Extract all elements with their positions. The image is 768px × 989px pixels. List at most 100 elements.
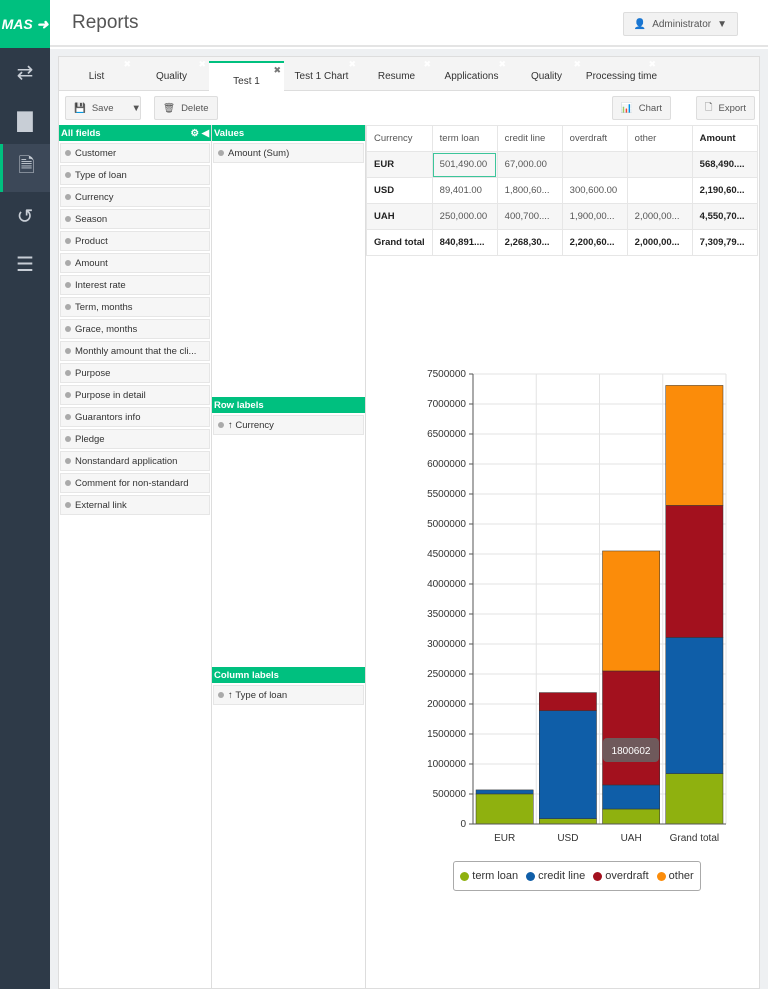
tab-2[interactable]: Test 1 ✖: [209, 61, 284, 93]
field-item[interactable]: Currency: [60, 187, 210, 207]
briefcase-icon[interactable]: ▇: [17, 109, 33, 132]
table-cell[interactable]: 400,700....: [496, 203, 563, 230]
column-header[interactable]: term loan: [431, 125, 498, 152]
legend-item[interactable]: other: [656, 870, 694, 882]
bar-credit-line[interactable]: [602, 784, 660, 810]
field-item[interactable]: Customer: [60, 143, 210, 163]
close-tab-icon[interactable]: ✖: [498, 59, 506, 69]
field-item[interactable]: Product: [60, 231, 210, 251]
close-tab-icon[interactable]: ✖: [348, 59, 356, 69]
legend-item[interactable]: credit line: [526, 870, 585, 882]
field-item[interactable]: Monthly amount that the cli...: [60, 341, 210, 361]
field-item[interactable]: Purpose: [60, 363, 210, 383]
export-button[interactable]: 🗋 Export: [695, 96, 755, 120]
close-tab-icon[interactable]: ✖: [123, 59, 131, 69]
field-item[interactable]: Purpose in detail: [60, 385, 210, 405]
tab-1[interactable]: Quality ✖: [155, 59, 206, 82]
table-cell[interactable]: 89,401.00: [431, 177, 498, 204]
save-dropdown-caret-icon[interactable]: ▼: [131, 102, 141, 114]
history-icon[interactable]: ↺: [16, 205, 34, 228]
delete-button[interactable]: 🗑 Delete: [154, 96, 218, 120]
value-field[interactable]: Amount (Sum): [213, 143, 364, 163]
field-item[interactable]: Type of loan: [60, 165, 210, 185]
bar-term-loan[interactable]: [475, 793, 534, 825]
column-header[interactable]: credit line: [496, 125, 563, 152]
table-cell[interactable]: 2,000,00...: [626, 203, 693, 230]
table-cell[interactable]: 1,900,00...: [561, 203, 628, 230]
sort-icon[interactable]: ↑: [228, 419, 236, 431]
table-cell[interactable]: 250,000.00: [431, 203, 498, 230]
field-item[interactable]: Interest rate: [60, 275, 210, 295]
table-cell[interactable]: [626, 151, 693, 178]
table-cell[interactable]: [561, 151, 628, 178]
column-header[interactable]: other: [626, 125, 693, 152]
bar-other[interactable]: [665, 385, 724, 506]
bar-term-loan[interactable]: [665, 773, 724, 825]
tooltip-text: 1800602: [612, 746, 651, 757]
tab-7[interactable]: Processing time ✖: [585, 59, 658, 82]
table-cell[interactable]: 67,000.00: [496, 151, 563, 178]
drag-dot-icon: [65, 194, 71, 200]
drag-dot-icon: [65, 172, 71, 178]
close-tab-icon[interactable]: ✖: [273, 65, 281, 75]
table-cell[interactable]: 568,490....: [691, 151, 758, 178]
table-cell[interactable]: 501,490.00: [431, 151, 498, 178]
bar-overdraft[interactable]: [602, 670, 660, 786]
legend-item[interactable]: term loan: [460, 870, 518, 882]
chart-button[interactable]: 📊 Chart: [611, 96, 671, 120]
bar-term-loan[interactable]: [539, 818, 597, 825]
field-item[interactable]: Grace, months: [60, 319, 210, 339]
tab-bar: List ✖ Quality ✖ Test 1 ✖ Test 1 Chart ✖ Resume ✖…: [58, 56, 760, 93]
tab-0[interactable]: List ✖: [88, 59, 131, 82]
field-item[interactable]: Guarantors info: [60, 407, 210, 427]
field-item[interactable]: Comment for non-standard: [60, 473, 210, 493]
sliders-icon[interactable]: ☰: [16, 253, 34, 276]
table-cell[interactable]: 1,800,60...: [496, 177, 563, 204]
sort-icon[interactable]: ↑: [228, 689, 236, 701]
table-cell[interactable]: 840,891....: [431, 229, 498, 256]
table-cell[interactable]: 2,268,30...: [496, 229, 563, 256]
tab-6[interactable]: Quality ✖: [530, 59, 581, 82]
field-item[interactable]: Amount: [60, 253, 210, 273]
y-tick-label: 5000000: [427, 519, 466, 530]
field-item[interactable]: Pledge: [60, 429, 210, 449]
close-tab-icon[interactable]: ✖: [423, 59, 431, 69]
legend-item[interactable]: overdraft: [593, 870, 649, 882]
table-cell[interactable]: 2,190,60...: [691, 177, 758, 204]
field-item[interactable]: Term, months: [60, 297, 210, 317]
gear-icon[interactable]: ⚙: [190, 127, 200, 139]
user-menu[interactable]: 👤 Administrator ▼: [622, 12, 738, 36]
bar-term-loan[interactable]: [602, 808, 660, 825]
close-tab-icon[interactable]: ✖: [648, 59, 656, 69]
y-tick-label: 7000000: [427, 399, 466, 410]
bar-credit-line[interactable]: [475, 789, 534, 795]
field-item[interactable]: External link: [60, 495, 210, 515]
transfer-icon[interactable]: ⇄: [16, 61, 34, 84]
logo[interactable]: MAS ➜: [0, 0, 50, 48]
field-item[interactable]: Season: [60, 209, 210, 229]
table-cell[interactable]: EUR: [366, 151, 433, 178]
tab-3[interactable]: Test 1 Chart ✖: [294, 59, 356, 82]
close-tab-icon[interactable]: ✖: [198, 59, 206, 69]
tab-4[interactable]: Resume ✖: [377, 59, 431, 82]
y-tick-label: 2500000: [427, 669, 466, 680]
tab-5[interactable]: Applications ✖: [444, 59, 506, 82]
table-cell[interactable]: Grand total: [366, 229, 433, 256]
table-cell[interactable]: [626, 177, 693, 204]
table-row: UAH 250,000.00 400,700.... 1,900,00... 2,000…: [366, 203, 758, 230]
save-button[interactable]: 💾 Save ▼: [65, 96, 141, 120]
table-cell[interactable]: 300,600.00: [561, 177, 628, 204]
bar-overdraft[interactable]: [539, 692, 597, 711]
column-field[interactable]: ↑ Type of loan: [213, 685, 364, 705]
table-cell[interactable]: 2,200,60...: [561, 229, 628, 256]
close-tab-icon[interactable]: ✖: [573, 59, 581, 69]
bar-credit-line[interactable]: [665, 637, 724, 774]
field-item[interactable]: Nonstandard application: [60, 451, 210, 471]
bar-overdraft[interactable]: [665, 505, 724, 638]
bar-credit-line[interactable]: [539, 710, 597, 819]
collapse-icon[interactable]: ◀: [201, 127, 209, 139]
row-field[interactable]: ↑ Currency: [213, 415, 364, 435]
bar-other[interactable]: [602, 550, 660, 672]
document-icon[interactable]: 🗎: [0, 144, 50, 192]
table-cell[interactable]: 7,309,79...: [691, 229, 758, 256]
